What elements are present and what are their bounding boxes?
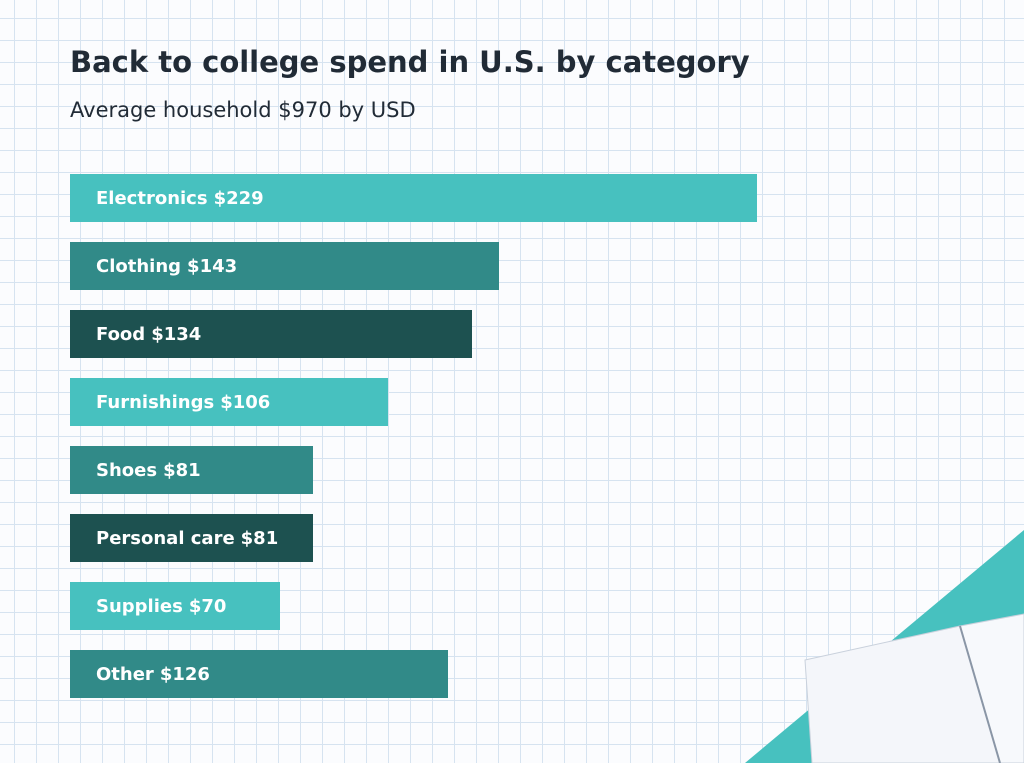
chart-title: Back to college spend in U.S. by categor… bbox=[70, 45, 750, 79]
bar-label: Shoes $81 bbox=[96, 460, 201, 481]
chart-subtitle: Average household $970 by USD bbox=[70, 98, 416, 122]
category-label: Personal care bbox=[96, 528, 235, 549]
bar-label: Personal care $81 bbox=[96, 528, 278, 549]
category-label: Furnishings bbox=[96, 392, 214, 413]
category-label: Electronics bbox=[96, 188, 208, 209]
bar bbox=[70, 446, 313, 494]
bars: Electronics $229 Clothing $143 Food $134 Furni… bbox=[70, 174, 757, 698]
value-label: $134 bbox=[151, 324, 201, 345]
value-label: $229 bbox=[214, 188, 264, 209]
value-label: $126 bbox=[160, 664, 210, 685]
bar-label: Clothing $143 bbox=[96, 256, 237, 277]
bar bbox=[70, 514, 313, 562]
bar-label: Other $126 bbox=[96, 664, 210, 685]
category-label: Clothing bbox=[96, 256, 181, 277]
category-label: Shoes bbox=[96, 460, 157, 481]
value-label: $70 bbox=[189, 596, 227, 617]
category-label: Supplies bbox=[96, 596, 183, 617]
bar bbox=[70, 650, 448, 698]
bar-label: Supplies $70 bbox=[96, 596, 226, 617]
category-label: Food bbox=[96, 324, 145, 345]
notebook-decoration bbox=[745, 530, 1024, 763]
category-label: Other bbox=[96, 664, 154, 685]
value-label: $81 bbox=[163, 460, 201, 481]
bar-label: Electronics $229 bbox=[96, 188, 264, 209]
bar bbox=[70, 582, 280, 630]
value-label: $81 bbox=[241, 528, 279, 549]
value-label: $106 bbox=[220, 392, 270, 413]
bar bbox=[70, 242, 499, 290]
bar bbox=[70, 378, 388, 426]
notebook-page-left bbox=[804, 625, 1001, 763]
bar bbox=[70, 310, 472, 358]
bar bbox=[70, 174, 757, 222]
value-label: $143 bbox=[187, 256, 237, 277]
notebook-spine bbox=[959, 625, 1001, 763]
bar-label: Furnishings $106 bbox=[96, 392, 270, 413]
bar-label: Food $134 bbox=[96, 324, 201, 345]
